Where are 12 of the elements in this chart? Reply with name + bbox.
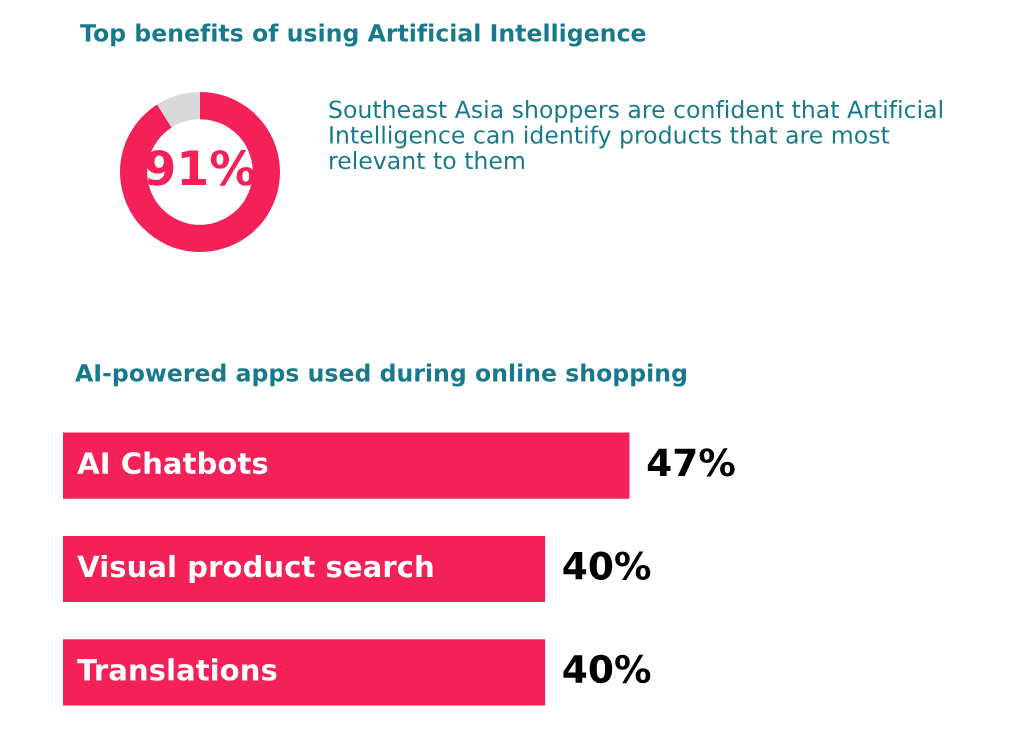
y-tick-label: AI Chatbots bbox=[77, 451, 268, 475]
data-label: 40% bbox=[563, 654, 651, 684]
chart-title: AI-powered apps used during online shopping bbox=[75, 363, 686, 387]
donut-slice bbox=[157, 92, 200, 128]
data-label: 40% bbox=[563, 551, 651, 580]
data-label: 47% bbox=[647, 448, 735, 477]
text: Top benefits of using Artificial Intelligence bbox=[80, 23, 646, 47]
data-label: 91% bbox=[145, 149, 256, 186]
y-tick-label: Translations bbox=[77, 658, 277, 681]
text: Southeast Asia shoppers are confident that Artificial Intelligence can identify products that are most relevant to them bbox=[329, 100, 942, 170]
y-tick-label: Visual product search bbox=[77, 554, 433, 584]
donut-slice bbox=[120, 92, 280, 252]
